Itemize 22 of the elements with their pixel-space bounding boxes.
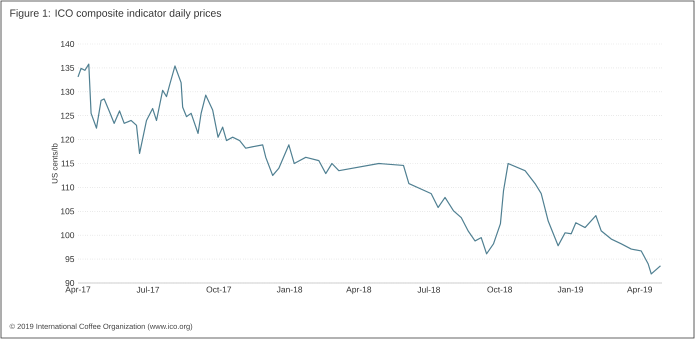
y-tick-label: 105 [61, 208, 74, 214]
chart-title: Figure 1: ICO composite indicator daily prices [10, 9, 222, 19]
x-tick-label: Apr-19 [627, 286, 652, 294]
y-tick-label: 130 [61, 88, 74, 95]
y-tick-label: 115 [62, 160, 74, 166]
x-tick-label: Jan-18 [276, 286, 302, 293]
y-tick-label: 100 [61, 232, 74, 238]
x-tick-label: Oct-17 [206, 286, 232, 293]
y-tick-label: 120 [61, 136, 74, 143]
y-tick-label: 90 [65, 280, 74, 286]
x-tick-label: Apr-18 [346, 286, 372, 294]
x-tick-label: Jan-19 [558, 286, 583, 293]
y-tick-label: 95 [65, 256, 74, 262]
y-tick-label: 140 [61, 41, 74, 47]
y-tick-label: 125 [61, 112, 74, 119]
x-tick-label: Jul-17 [136, 286, 160, 293]
line-series [77, 63, 662, 275]
y-tick-label: 135 [61, 64, 74, 71]
y-tick-label: 110 [62, 184, 74, 190]
x-tick-label: Jul-18 [417, 286, 440, 293]
x-tick-label: Apr-17 [65, 286, 90, 294]
x-tick-label: Oct-18 [487, 286, 512, 293]
